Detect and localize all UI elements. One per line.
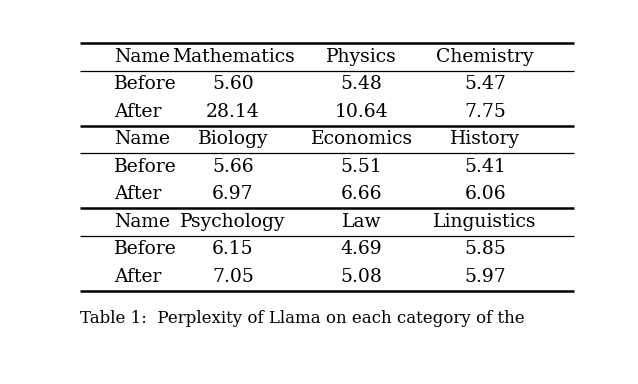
Text: Before: Before [114,157,177,175]
Text: Mathematics: Mathematics [172,48,294,66]
Text: 4.69: 4.69 [341,240,382,258]
Text: 5.97: 5.97 [464,268,506,286]
Text: Economics: Economics [311,130,413,148]
Text: Physics: Physics [326,48,397,66]
Text: Before: Before [114,240,177,258]
Text: 6.06: 6.06 [464,185,506,203]
Text: 5.60: 5.60 [212,75,254,93]
Text: Name: Name [114,48,170,66]
Text: Table 1:  Perplexity of Llama on each category of the: Table 1: Perplexity of Llama on each cat… [80,310,524,327]
Text: After: After [114,103,162,121]
Text: Linguistics: Linguistics [433,213,537,231]
Text: Law: Law [342,213,382,231]
Text: Psychology: Psychology [181,213,286,231]
Text: 10.64: 10.64 [335,103,389,121]
Text: 6.66: 6.66 [341,185,382,203]
Text: 6.15: 6.15 [212,240,254,258]
Text: Name: Name [114,213,170,231]
Text: 5.41: 5.41 [464,157,506,175]
Text: 5.48: 5.48 [341,75,383,93]
Text: Name: Name [114,130,170,148]
Text: Biology: Biology [198,130,269,148]
Text: 5.47: 5.47 [464,75,506,93]
Text: 7.75: 7.75 [464,103,506,121]
Text: History: History [450,130,520,148]
Text: 28.14: 28.14 [206,103,260,121]
Text: 5.85: 5.85 [464,240,506,258]
Text: 6.97: 6.97 [212,185,254,203]
Text: Chemistry: Chemistry [436,48,534,66]
Text: 5.08: 5.08 [341,268,383,286]
Text: After: After [114,268,162,286]
Text: Before: Before [114,75,177,93]
Text: 5.66: 5.66 [212,157,254,175]
Text: After: After [114,185,162,203]
Text: 7.05: 7.05 [212,268,254,286]
Text: 5.51: 5.51 [341,157,382,175]
